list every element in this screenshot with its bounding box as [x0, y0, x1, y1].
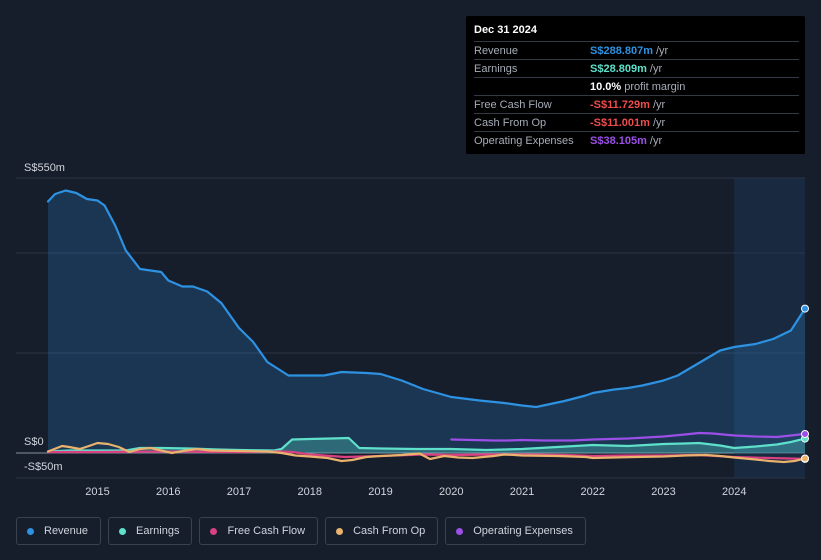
- tooltip-unit: /yr: [649, 134, 663, 147]
- operating-expenses-endpoint: [801, 429, 809, 438]
- legend-label: Earnings: [136, 525, 180, 537]
- legend-dot-icon: [27, 527, 34, 535]
- earnings-area: [48, 438, 805, 453]
- tooltip-row-opex: Operating Expenses S$38.105m /yr: [474, 132, 799, 149]
- tooltip-label: Revenue: [474, 44, 519, 57]
- series-areas: [48, 190, 805, 453]
- legend-dot-icon: [336, 527, 344, 535]
- tooltip-value-fcf: -S$11.729m: [590, 98, 650, 111]
- x-tick-label: 2015: [85, 486, 109, 498]
- x-tick-label: 2016: [156, 486, 180, 498]
- legend-dot-icon: [210, 527, 218, 535]
- tooltip-value-cfo: -S$11.001m: [590, 116, 650, 129]
- y-axis-zero-label: S$0: [24, 436, 44, 448]
- tooltip-row-cfo: Cash From Op -S$11.001m /yr: [474, 114, 799, 132]
- gridlines: [16, 177, 805, 479]
- tooltip-value-margin: 10.0%: [590, 80, 622, 93]
- earnings-line: [46, 436, 807, 453]
- legend: Revenue Earnings Free Cash Flow Cash From O…: [16, 517, 593, 545]
- x-tick-label: 2020: [439, 486, 463, 498]
- legend-dot-icon: [456, 527, 464, 535]
- legend-dot-icon: [119, 527, 127, 535]
- x-tick-label: 2022: [581, 486, 605, 498]
- revenue-area: [48, 190, 805, 453]
- cash-from-op-endpoint: [801, 454, 809, 463]
- tooltip-unit: /yr: [652, 116, 666, 129]
- x-tick-label: 2017: [227, 486, 251, 498]
- x-axis-ticks: 2015 2016 2017 2018 2019 2020 2021 2022 2023 2024: [85, 486, 746, 498]
- tooltip-value-earnings: S$28.809m: [590, 62, 647, 75]
- tooltip-label: Operating Expenses: [474, 134, 574, 147]
- legend-item-cash-from-op[interactable]: Cash From Op: [325, 517, 439, 545]
- tooltip-panel: Dec 31 2024 Revenue S$288.807m /yr Earni…: [466, 16, 805, 154]
- y-axis-top-label: S$550m: [24, 162, 65, 174]
- tooltip-value-revenue: S$288.807m: [590, 44, 653, 57]
- x-tick-label: 2023: [651, 486, 675, 498]
- chart-canvas: S$550m S$0 -S$50m 2015 2016 2017 2018 2019 20…: [16, 162, 809, 498]
- tooltip-value-opex: S$38.105m: [590, 134, 647, 147]
- legend-label: Free Cash Flow: [227, 525, 306, 537]
- tooltip-label: Cash From Op: [474, 116, 547, 129]
- y-axis-bottom-label: -S$50m: [24, 461, 63, 473]
- legend-label: Revenue: [44, 525, 89, 537]
- cash-from-op-line: [46, 441, 807, 464]
- legend-label: Operating Expenses: [473, 525, 573, 537]
- legend-item-revenue[interactable]: Revenue: [16, 517, 102, 545]
- tooltip-row-earnings: Earnings S$28.809m /yr: [474, 60, 799, 78]
- tooltip-row-revenue: Revenue S$288.807m /yr: [474, 42, 799, 60]
- tooltip-row-margin: 10.0% profit margin: [474, 78, 799, 96]
- x-tick-label: 2019: [368, 486, 392, 498]
- tooltip-unit: /yr: [656, 44, 669, 57]
- tooltip-label: Free Cash Flow: [474, 98, 552, 111]
- legend-item-free-cash-flow[interactable]: Free Cash Flow: [199, 517, 319, 545]
- legend-label: Cash From Op: [353, 525, 426, 537]
- series-lines: [46, 189, 807, 464]
- revenue-endpoint: [801, 304, 809, 313]
- tooltip-margin-text: profit margin: [624, 80, 686, 93]
- x-tick-label: 2018: [298, 486, 322, 498]
- legend-item-earnings[interactable]: Earnings: [108, 517, 193, 545]
- tooltip-unit: /yr: [649, 62, 663, 75]
- operating-expenses-line: [450, 431, 807, 442]
- legend-item-operating-expenses[interactable]: Operating Expenses: [445, 517, 586, 545]
- tooltip-date: Dec 31 2024: [474, 16, 799, 42]
- revenue-line: [46, 189, 807, 409]
- tooltip-label: Earnings: [474, 62, 518, 75]
- x-tick-label: 2021: [510, 486, 534, 498]
- x-tick-label: 2024: [722, 486, 746, 498]
- tooltip-row-fcf: Free Cash Flow -S$11.729m /yr: [474, 96, 799, 114]
- tooltip-unit: /yr: [652, 98, 666, 111]
- series-endpoints: [801, 304, 809, 463]
